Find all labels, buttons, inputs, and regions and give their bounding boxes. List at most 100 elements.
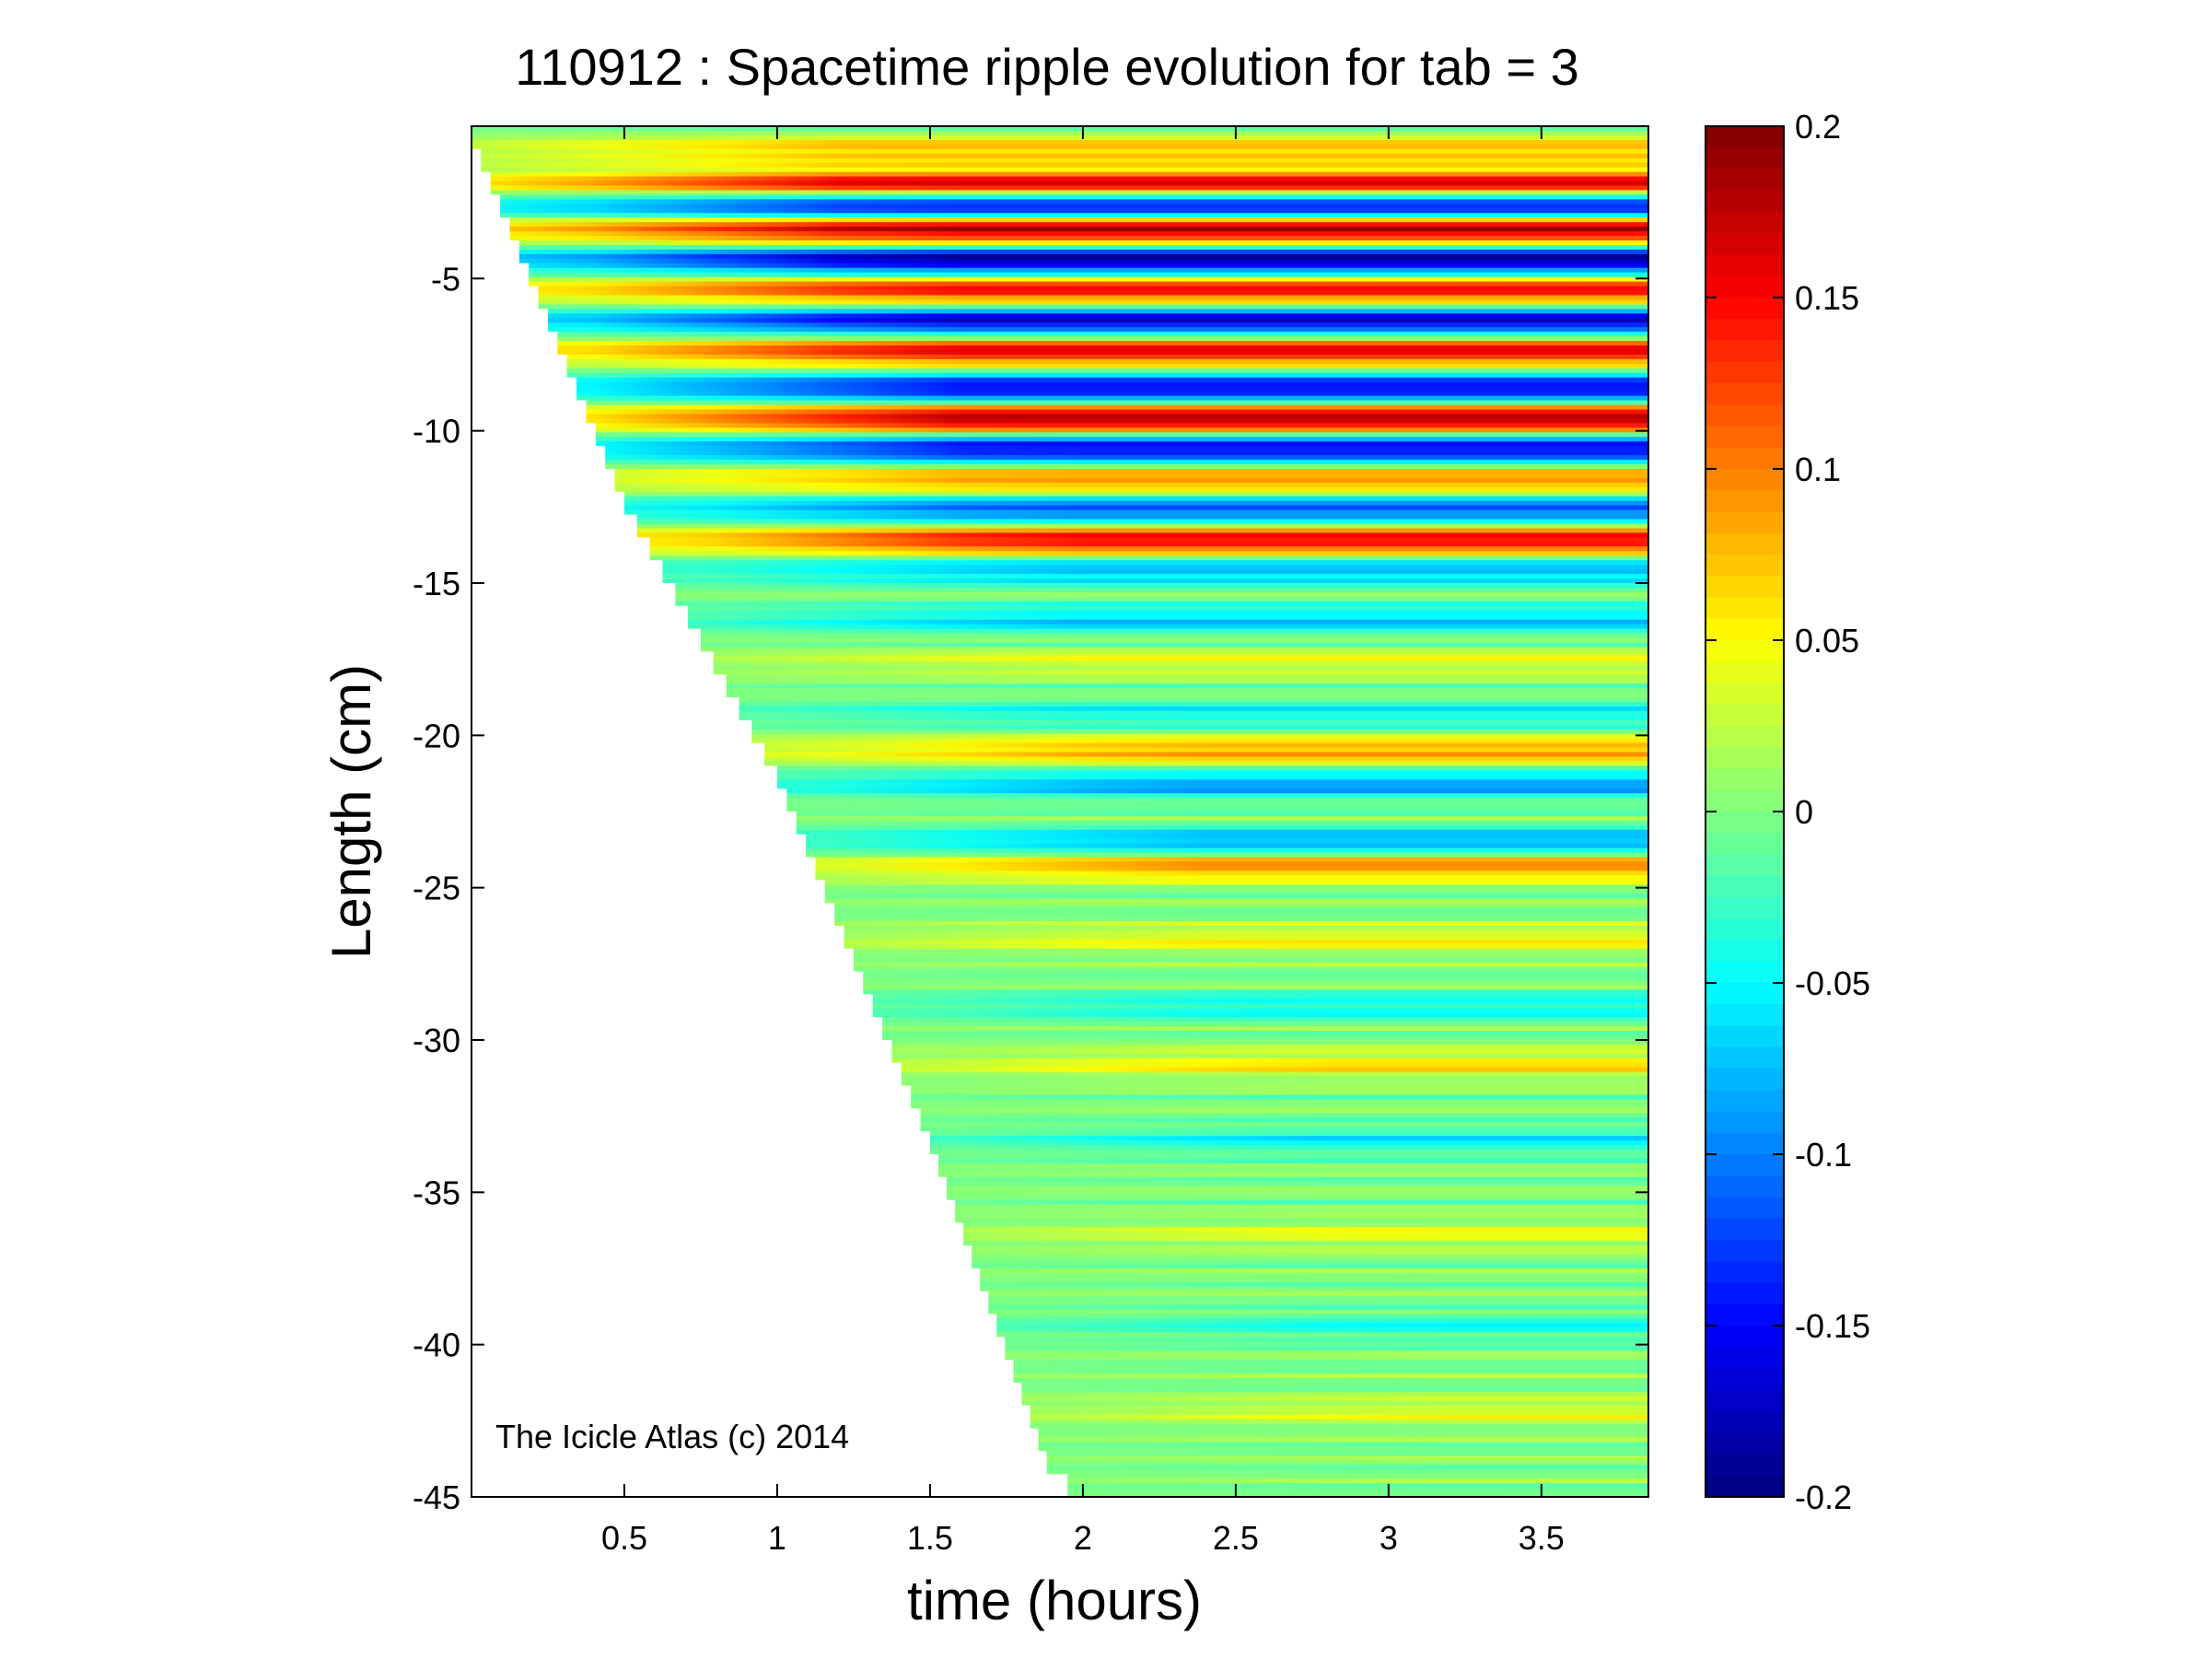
heatmap-row [472,852,1648,859]
heatmap-row [472,1218,1648,1223]
colorbar-band [1706,683,1784,706]
heatmap-row [472,605,1648,612]
heatmap-row [472,903,1648,908]
colorbar-tick-label: -0.1 [1795,1136,1852,1174]
heatmap-row [472,1405,1648,1411]
heatmap-row [472,614,1648,621]
heatmap-row [472,240,1648,246]
heatmap-row [472,934,1648,940]
colorbar-band [1706,1025,1784,1048]
heatmap-row [472,217,1648,223]
heatmap-row [472,683,1648,689]
heatmap-row [472,994,1648,999]
heatmap-row [472,372,1648,379]
colorbar-band [1706,1132,1784,1155]
heatmap-row [472,551,1648,556]
heatmap-row [472,441,1648,447]
colorbar-tick-label: 0.2 [1795,108,1841,146]
colorbar-band [1706,1154,1784,1176]
heatmap-row [472,1140,1648,1146]
heatmap-row [472,1057,1648,1064]
heatmap-row [472,1400,1648,1407]
heatmap-row [472,400,1648,406]
heatmap-row [472,710,1648,717]
heatmap-row [472,500,1648,507]
colorbar: 0.2 0.15 0.1 0.05 0 -0.05 -0.1 -0.15 -0.2 [1705,108,1870,1516]
heatmap-row [472,171,1648,178]
heatmap-row [472,798,1648,803]
colorbar-band [1706,875,1784,898]
heatmap-row [472,656,1648,661]
x-tick-label: 2.5 [1213,1519,1259,1557]
heatmap-row [472,752,1648,758]
heatmap-row [472,948,1648,954]
colorbar-band [1706,469,1784,491]
heatmap-row [472,1094,1648,1101]
colorbar-band [1706,1111,1784,1134]
heatmap-row [472,596,1648,602]
heatmap-row [472,1264,1648,1269]
heatmap-row [472,1250,1648,1256]
heatmap-row [472,276,1648,283]
heatmap-row [472,473,1648,479]
colorbar-band [1706,704,1784,727]
heatmap-row [472,875,1648,881]
colorbar-band [1706,1046,1784,1069]
heatmap-row [472,1053,1648,1059]
heatmap-row [472,469,1648,474]
heatmap-row [472,1040,1648,1046]
heatmap-row [472,706,1648,712]
x-axis-label: time (hours) [907,1570,1202,1631]
heatmap-row [472,560,1648,566]
colorbar-band [1706,1240,1784,1262]
heatmap-row [472,952,1648,959]
heatmap-row [472,368,1648,374]
heatmap-row [472,514,1648,520]
heatmap-row [472,204,1648,209]
heatmap-row [472,1236,1648,1242]
heatmap-row [472,299,1648,306]
heatmap-row [472,263,1648,269]
heatmap-row [472,1195,1648,1201]
heatmap-row [472,1286,1648,1292]
heatmap-row [472,628,1648,635]
heatmap-row [472,477,1648,484]
colorbar-band [1706,1303,1784,1326]
heatmap-row [472,1469,1648,1475]
heatmap-row [472,139,1648,146]
heatmap-row [472,1127,1648,1132]
heatmap-row [472,158,1648,164]
heatmap-row [472,1314,1648,1320]
heatmap-row [472,976,1648,982]
heatmap-row [472,222,1648,228]
heatmap-row [472,775,1648,780]
heatmap-row [472,624,1648,630]
heatmap-row [472,670,1648,675]
heatmap-row [472,971,1648,977]
heatmap-row [472,884,1648,890]
heatmap-row [472,1181,1648,1187]
heatmap-row [472,1113,1648,1118]
heatmap-row [472,765,1648,771]
heatmap-row [472,733,1648,740]
heatmap-row [472,460,1648,465]
heatmap-row [472,213,1648,218]
colorbar-band [1706,789,1784,812]
colorbar-band [1706,897,1784,919]
heatmap-row [472,1327,1648,1334]
heatmap-row [472,1162,1648,1169]
colorbar-band [1706,426,1784,449]
colorbar-band [1706,254,1784,277]
heatmap-row [472,381,1648,388]
colorbar-band [1706,190,1784,213]
heatmap-row [472,756,1648,763]
heatmap-row [472,199,1648,204]
heatmap-row [472,409,1648,415]
heatmap-row [472,249,1648,255]
x-tick-label: 3.5 [1519,1519,1565,1557]
heatmap-row [472,185,1648,192]
heatmap-row [472,1085,1648,1092]
colorbar-band [1706,1347,1784,1370]
heatmap-row [472,815,1648,822]
heatmap-row [472,1428,1648,1434]
